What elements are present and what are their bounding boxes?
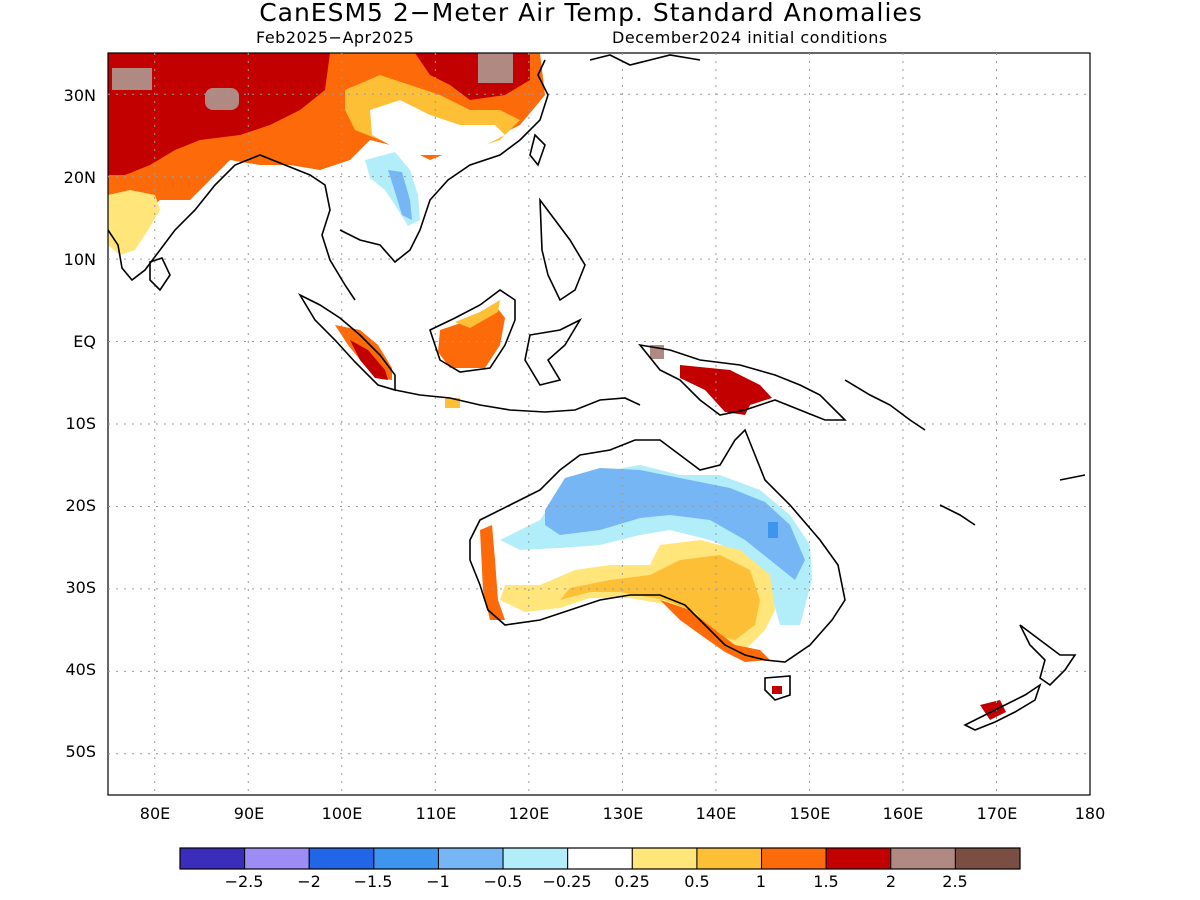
anomaly-australia-orange	[560, 555, 760, 640]
lon-label-140e: 140E	[695, 804, 737, 823]
colorbar-label-1: 1	[755, 872, 767, 891]
lon-label-90e: 90E	[233, 804, 265, 823]
coast-sri-lanka	[149, 257, 171, 292]
anomaly-australia-core	[768, 522, 778, 538]
lon-label-180: 180	[1074, 804, 1106, 823]
anomaly-borneo	[438, 305, 505, 368]
lat-label-20s: 20S	[65, 496, 96, 515]
lat-label-20n: 20N	[63, 168, 96, 187]
lat-label-10n: 10N	[63, 250, 96, 269]
coast-new-guinea	[638, 343, 847, 421]
lat-label-30n: 30N	[63, 86, 96, 105]
lat-label-40s: 40S	[65, 660, 96, 679]
anomaly-yellow-india	[108, 190, 160, 255]
lon-label-120e: 120E	[508, 804, 550, 823]
coast-sumatra	[297, 293, 396, 392]
lon-label-150e: 150E	[789, 804, 831, 823]
coast-islands-pacific	[844, 379, 1086, 526]
lon-label-100e: 100E	[321, 804, 363, 823]
map-title: CanESM5 2−Meter Air Temp. Standard Anoma…	[259, 0, 923, 27]
colorbar-label-m2: −2	[297, 872, 321, 891]
coast-nz-north	[1019, 624, 1077, 687]
anomaly-australia-west	[480, 525, 505, 620]
coast-tasmania	[764, 675, 791, 701]
coast-java	[394, 389, 641, 413]
coast-philippines	[539, 197, 586, 302]
colorbar-label-2: 2	[885, 872, 897, 891]
forecast-period: Feb2025−Apr2025	[256, 28, 415, 47]
anomaly-red-south-asia	[108, 53, 330, 175]
lat-label-30s: 30S	[65, 578, 96, 597]
anomaly-sumatra-red	[350, 340, 388, 380]
anomaly-cool-indochina-core	[388, 170, 412, 220]
lon-label-160e: 160E	[882, 804, 924, 823]
colorbar-label-2-5: 2.5	[942, 872, 968, 891]
lat-label-50s: 50S	[65, 742, 96, 761]
anomaly-brown-mongolia	[478, 53, 513, 83]
lon-label-80e: 80E	[139, 804, 171, 823]
coast-sulawesi	[524, 318, 583, 386]
anomaly-cool-indochina	[365, 152, 420, 226]
colorbar-label-0-25: 0.25	[614, 872, 650, 891]
anomaly-tasmania	[772, 686, 782, 694]
coast-japan	[589, 54, 701, 66]
colorbar-label-m1-5: −1.5	[353, 872, 393, 891]
anomaly-new-zealand	[980, 700, 1006, 720]
colorbar-label-m1: −1	[426, 872, 450, 891]
anomaly-new-guinea	[680, 365, 772, 415]
colorbar-label-1-5: 1.5	[813, 872, 839, 891]
lat-label-eq: EQ	[73, 332, 96, 351]
coastlines	[108, 54, 1086, 731]
anomaly-shading	[108, 53, 1006, 720]
coast-australia	[469, 428, 846, 663]
map-frame	[107, 52, 1091, 796]
anomaly-white-china	[370, 100, 505, 155]
lat-label-10s: 10S	[65, 414, 96, 433]
gridlines	[108, 53, 1090, 795]
lon-label-130e: 130E	[602, 804, 644, 823]
colorbar-label-m2-5: −2.5	[224, 872, 264, 891]
anomaly-australia-blue	[545, 468, 805, 580]
lon-label-170e: 170E	[976, 804, 1018, 823]
colorbar-label-0-5: 0.5	[684, 872, 710, 891]
colorbar-label-m0-5: −0.5	[483, 872, 523, 891]
anomaly-brown-tibet	[205, 88, 239, 110]
initial-conditions: December2024 initial conditions	[612, 28, 888, 47]
lon-label-110e: 110E	[415, 804, 457, 823]
coast-asia	[108, 59, 549, 301]
coast-nz-south	[963, 683, 1042, 731]
coast-borneo	[429, 289, 516, 373]
anomaly-australia-south	[660, 600, 770, 662]
anomaly-borneo-yellow	[455, 300, 500, 328]
coast-taiwan	[529, 133, 546, 167]
anomaly-brown-west	[112, 68, 152, 90]
anomaly-java	[445, 398, 460, 408]
colorbar-label-m0-25: −0.25	[542, 872, 592, 891]
